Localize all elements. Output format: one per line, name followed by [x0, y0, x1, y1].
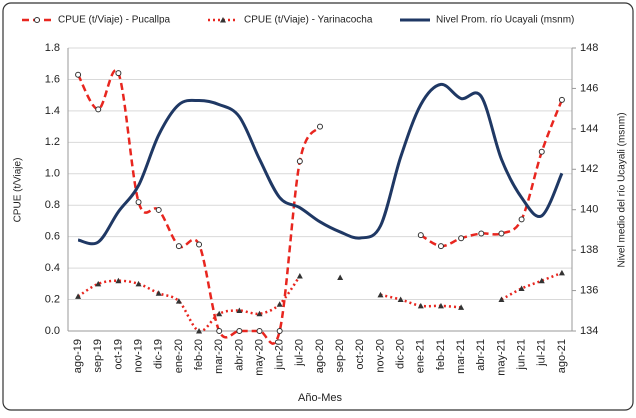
y-tick-label: 0.4: [45, 262, 60, 274]
marker: [498, 296, 505, 303]
marker: [498, 230, 505, 237]
marker: [155, 290, 162, 296]
y-tick-label: 1.0: [45, 168, 60, 180]
frame: [2, 2, 634, 411]
marker: [478, 230, 485, 237]
x-tick-label: mar-21: [455, 339, 467, 374]
y-tick-label: 0.2: [45, 293, 60, 305]
marker: [95, 106, 102, 113]
x-tick-label: may-20: [253, 339, 265, 376]
x-tick-label: nov-20: [374, 339, 386, 373]
marker: [337, 274, 344, 281]
marker: [115, 277, 122, 284]
x-tick-label: ene-21: [415, 339, 427, 373]
marker: [417, 232, 424, 239]
marker: [276, 301, 283, 307]
y-tick-label: 0.6: [45, 231, 60, 243]
x-tick-label: may-21: [495, 339, 507, 376]
x-tick-label: jul-21: [536, 339, 548, 367]
x-axis-title: Año-Mes: [298, 392, 343, 404]
x-tick-label: jun-21: [516, 339, 528, 371]
y-tick-label: 1.8: [45, 42, 60, 54]
marker: [296, 158, 303, 165]
y-tick-label: 0.0: [45, 325, 60, 337]
x-tick-label: feb-21: [435, 339, 447, 370]
x-tick-label: sep-20: [334, 339, 346, 373]
marker: [75, 71, 82, 78]
x-tick-label: feb-20: [193, 339, 205, 370]
marker: [538, 148, 545, 155]
marker: [296, 272, 303, 279]
x-tick-label: nov-19: [132, 339, 144, 373]
legend-label: CPUE (t/Viaje) - Pucallpa: [58, 15, 171, 26]
x-tick-label: ago-20: [314, 339, 326, 373]
marker: [437, 302, 444, 309]
marker: [196, 241, 203, 248]
series-line: [77, 82, 564, 246]
marker: [256, 310, 263, 317]
marker: [317, 123, 323, 130]
x-tick-label: abr-21: [475, 339, 487, 371]
marker: [175, 298, 182, 304]
marker: [75, 293, 82, 299]
y-tick-label: 0.8: [45, 199, 60, 211]
x-tick-label: jul-20: [294, 339, 306, 367]
x-tick-label: dic-20: [395, 339, 407, 369]
y-tick-label: 1.4: [45, 105, 60, 117]
marker: [236, 328, 243, 334]
marker: [256, 328, 263, 334]
y2-tick-label: 134: [580, 325, 598, 337]
marker: [135, 280, 142, 287]
x-tick-label: ago-19: [72, 339, 84, 373]
y-axis-title: CPUE (t/Viaje): [13, 158, 24, 223]
x-tick-label: dic-19: [153, 339, 165, 369]
marker: [377, 291, 384, 298]
marker: [135, 199, 142, 206]
marker: [458, 235, 465, 242]
y2-tick-label: 138: [580, 244, 598, 256]
y2-tick-label: 142: [580, 163, 598, 175]
series-line: [77, 275, 301, 333]
marker: [538, 277, 545, 284]
y2-tick-label: 148: [580, 42, 598, 54]
legend-marker: [220, 17, 226, 23]
y2-tick-label: 144: [580, 123, 598, 135]
y2-axis-title: Nivel medio del río Ucayali (msnm): [617, 112, 628, 267]
marker: [216, 328, 223, 334]
marker: [558, 269, 565, 276]
marker: [95, 280, 102, 287]
marker: [175, 243, 182, 250]
x-tick-label: sep-19: [92, 339, 104, 373]
legend-label: Nivel Prom. río Ucayali (msnm): [436, 15, 574, 26]
marker: [115, 70, 122, 77]
x-tick-label: oct-19: [112, 339, 124, 370]
x-tick-label: mar-20: [213, 339, 225, 374]
marker: [437, 243, 444, 250]
legend-label: CPUE (t/Viaje) - Yarinacocha: [244, 15, 373, 26]
marker: [216, 310, 223, 317]
marker: [276, 328, 283, 334]
marker: [397, 296, 404, 303]
marker: [458, 304, 465, 310]
x-tick-label: oct-20: [354, 339, 366, 370]
y2-tick-label: 136: [580, 284, 598, 296]
y-tick-label: 1.2: [45, 136, 60, 148]
y-tick-label: 1.6: [45, 73, 60, 85]
marker: [558, 96, 565, 103]
y2-tick-label: 140: [580, 204, 598, 216]
marker: [518, 285, 525, 292]
y2-tick-label: 146: [580, 82, 598, 94]
x-tick-label: jun-20: [274, 339, 286, 371]
marker: [196, 328, 203, 334]
marker: [518, 216, 525, 223]
marker: [236, 307, 243, 314]
marker: [417, 302, 424, 309]
legend-marker: [34, 17, 40, 23]
marker: [155, 206, 162, 213]
series-line: [500, 271, 563, 301]
x-tick-label: ene-20: [173, 339, 185, 373]
x-tick-label: abr-20: [233, 339, 245, 371]
x-tick-label: ago-21: [556, 339, 568, 373]
